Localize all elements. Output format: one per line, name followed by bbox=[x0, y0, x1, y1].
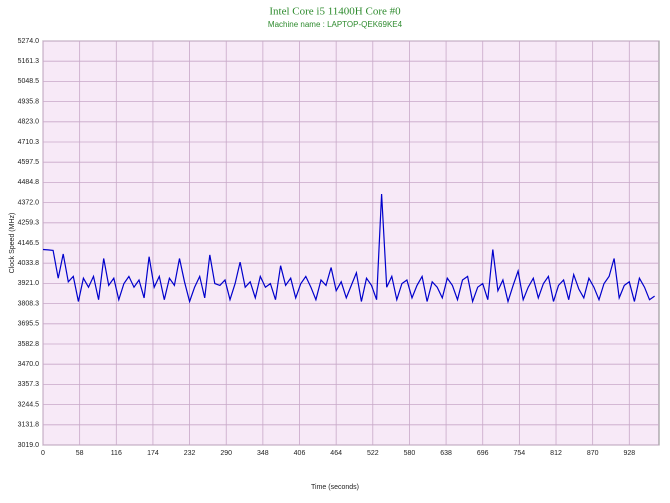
x-tick-label: 406 bbox=[294, 450, 306, 457]
x-tick-label: 58 bbox=[76, 450, 84, 457]
y-tick-label: 5048.5 bbox=[18, 78, 40, 85]
y-tick-label: 4597.5 bbox=[18, 159, 40, 166]
y-tick-label: 3470.0 bbox=[18, 361, 40, 368]
y-axis-label: Clock Speed (MHz) bbox=[9, 213, 16, 274]
y-tick-label: 4823.0 bbox=[18, 119, 40, 126]
y-tick-label: 3808.3 bbox=[18, 300, 40, 307]
x-tick-label: 290 bbox=[220, 450, 232, 457]
y-tick-label: 3131.8 bbox=[18, 422, 40, 429]
chart-subtitle: Machine name : LAPTOP-QEK69KE4 bbox=[268, 20, 403, 29]
y-tick-label: 4033.8 bbox=[18, 260, 40, 267]
y-tick-label: 3244.5 bbox=[18, 401, 40, 408]
x-tick-label: 232 bbox=[184, 450, 196, 457]
x-tick-label: 174 bbox=[147, 450, 159, 457]
y-tick-label: 4146.5 bbox=[18, 240, 40, 247]
x-tick-label: 348 bbox=[257, 450, 269, 457]
y-tick-label: 4710.3 bbox=[18, 139, 40, 146]
y-tick-label: 3695.5 bbox=[18, 321, 40, 328]
y-tick-label: 4372.0 bbox=[18, 199, 40, 206]
x-tick-label: 696 bbox=[477, 450, 489, 457]
x-tick-label: 870 bbox=[587, 450, 599, 457]
x-tick-label: 522 bbox=[367, 450, 379, 457]
y-tick-label: 3019.0 bbox=[18, 442, 40, 449]
series-line bbox=[42, 193, 655, 304]
y-tick-label: 3357.3 bbox=[18, 381, 40, 388]
chart-title: Intel Core i5 11400H Core #0 bbox=[269, 6, 401, 18]
x-tick-label: 0 bbox=[41, 450, 45, 457]
y-tick-label: 3921.0 bbox=[18, 280, 40, 287]
x-tick-label: 812 bbox=[550, 450, 562, 457]
x-tick-label: 580 bbox=[404, 450, 416, 457]
y-tick-label: 4484.8 bbox=[18, 179, 40, 186]
y-tick-label: 5161.3 bbox=[18, 58, 40, 65]
y-tick-label: 4259.3 bbox=[18, 220, 40, 227]
x-tick-label: 116 bbox=[111, 450, 122, 457]
x-tick-label: 754 bbox=[514, 450, 526, 457]
x-tick-label: 638 bbox=[440, 450, 452, 457]
x-tick-label: 928 bbox=[623, 450, 635, 457]
y-tick-label: 5274.0 bbox=[18, 38, 40, 45]
y-tick-label: 3582.8 bbox=[18, 341, 40, 348]
x-axis-label: Time (seconds) bbox=[311, 484, 359, 491]
y-tick-label: 4935.8 bbox=[18, 98, 40, 105]
x-tick-label: 464 bbox=[330, 450, 342, 457]
